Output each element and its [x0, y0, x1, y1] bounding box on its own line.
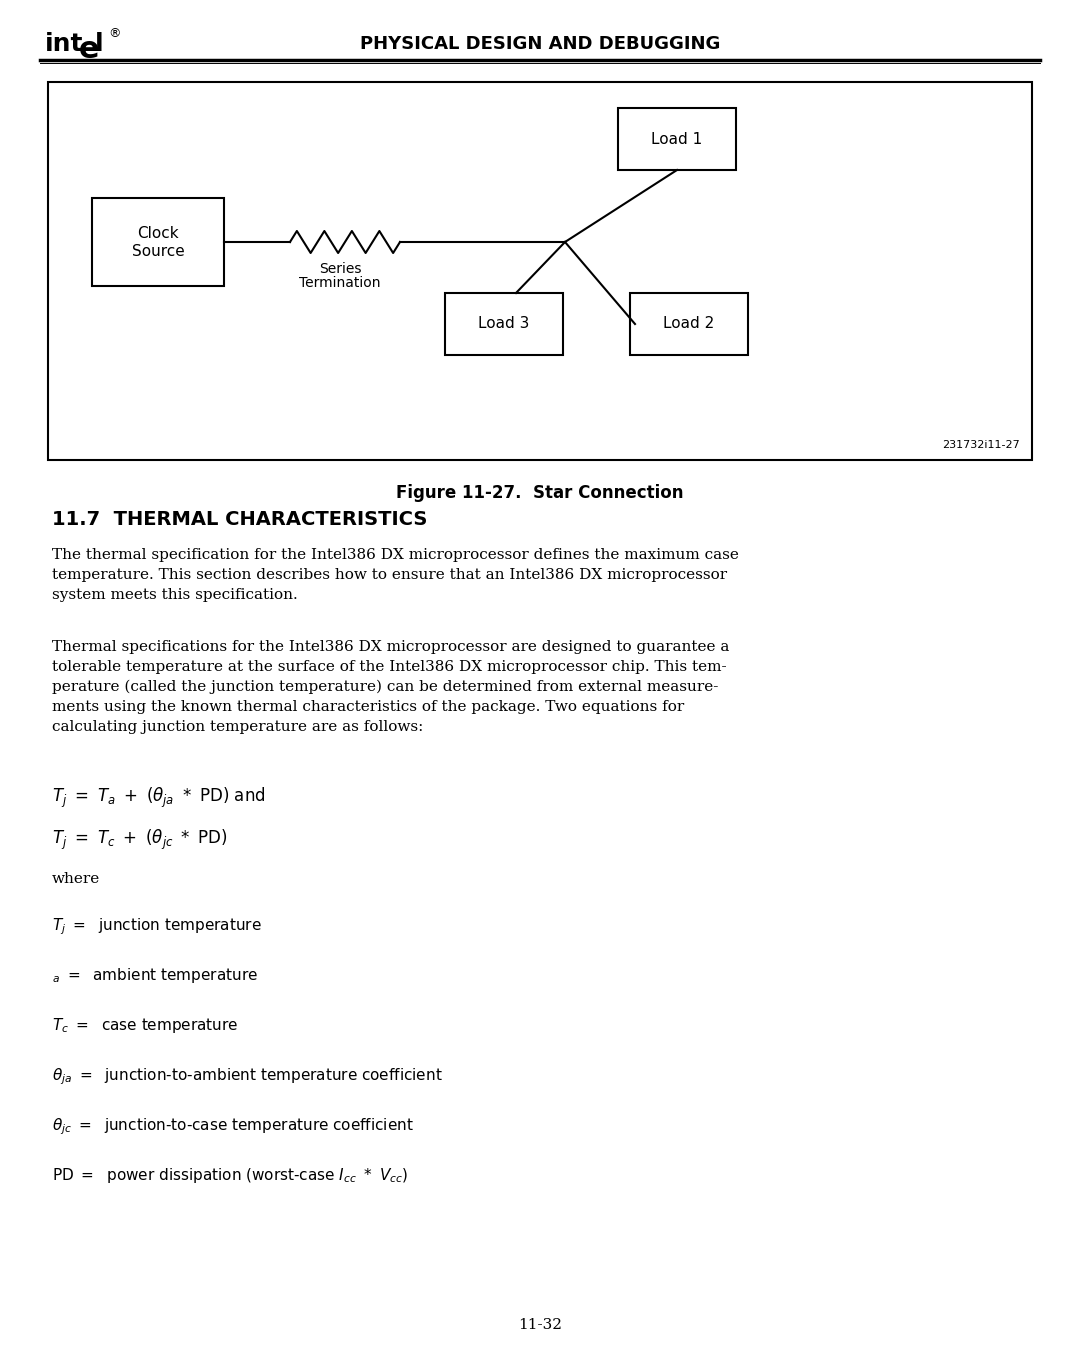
Text: int: int	[45, 32, 83, 55]
Text: 11-32: 11-32	[518, 1318, 562, 1331]
Text: Load 2: Load 2	[663, 317, 715, 331]
Text: $T_c\ =\ $ case temperature: $T_c\ =\ $ case temperature	[52, 1016, 239, 1035]
Text: ®: ®	[108, 27, 121, 41]
Text: Series: Series	[319, 262, 361, 276]
Text: $T_j\ =\ T_c\ +\ (\theta_{jc}\ *\ \mathrm{PD})$: $T_j\ =\ T_c\ +\ (\theta_{jc}\ *\ \mathr…	[52, 828, 228, 852]
Text: Load 1: Load 1	[651, 131, 703, 146]
Text: perature (called the junction temperature) can be determined from external measu: perature (called the junction temperatur…	[52, 681, 718, 694]
Text: e: e	[79, 35, 99, 65]
Text: $_a\ =\ $ ambient temperature: $_a\ =\ $ ambient temperature	[52, 966, 258, 985]
Text: PHYSICAL DESIGN AND DEBUGGING: PHYSICAL DESIGN AND DEBUGGING	[360, 35, 720, 53]
Text: Figure 11-27.  Star Connection: Figure 11-27. Star Connection	[396, 484, 684, 502]
Text: Termination: Termination	[299, 276, 381, 290]
Text: $\theta_{ja}\ =\ $ junction-to-ambient temperature coefficient: $\theta_{ja}\ =\ $ junction-to-ambient t…	[52, 1066, 443, 1086]
Text: system meets this specification.: system meets this specification.	[52, 589, 298, 602]
Text: Thermal specifications for the Intel386 DX microprocessor are designed to guaran: Thermal specifications for the Intel386 …	[52, 640, 729, 653]
FancyBboxPatch shape	[630, 294, 748, 354]
Text: $\theta_{jc}\ =\ $ junction-to-case temperature coefficient: $\theta_{jc}\ =\ $ junction-to-case temp…	[52, 1116, 414, 1137]
Text: calculating junction temperature are as follows:: calculating junction temperature are as …	[52, 720, 423, 733]
Text: tolerable temperature at the surface of the Intel386 DX microprocessor chip. Thi: tolerable temperature at the surface of …	[52, 660, 727, 674]
Text: temperature. This section describes how to ensure that an Intel386 DX microproce: temperature. This section describes how …	[52, 568, 727, 582]
Text: $\mathrm{PD}\ =\ $ power dissipation (worst-case $I_{cc}\ *\ V_{cc}$): $\mathrm{PD}\ =\ $ power dissipation (wo…	[52, 1166, 408, 1185]
FancyBboxPatch shape	[92, 198, 224, 285]
Text: ments using the known thermal characteristics of the package. Two equations for: ments using the known thermal characteri…	[52, 700, 685, 714]
Text: Load 3: Load 3	[478, 317, 529, 331]
Text: where: where	[52, 871, 100, 886]
Text: $T_j\ =\ T_a\ +\ (\theta_{ja}\ *\ \mathrm{PD})\ \mathrm{and}$: $T_j\ =\ T_a\ +\ (\theta_{ja}\ *\ \mathr…	[52, 786, 266, 810]
FancyBboxPatch shape	[445, 294, 563, 354]
Text: 231732i11-27: 231732i11-27	[942, 440, 1020, 451]
FancyBboxPatch shape	[48, 83, 1032, 460]
FancyBboxPatch shape	[618, 108, 735, 170]
Text: Clock: Clock	[137, 226, 179, 241]
Text: $T_j\ =\ $ junction temperature: $T_j\ =\ $ junction temperature	[52, 916, 261, 936]
Text: Source: Source	[132, 244, 185, 258]
Text: The thermal specification for the Intel386 DX microprocessor defines the maximum: The thermal specification for the Intel3…	[52, 548, 739, 561]
Text: 11.7  THERMAL CHARACTERISTICS: 11.7 THERMAL CHARACTERISTICS	[52, 510, 428, 529]
Text: l: l	[95, 32, 104, 55]
